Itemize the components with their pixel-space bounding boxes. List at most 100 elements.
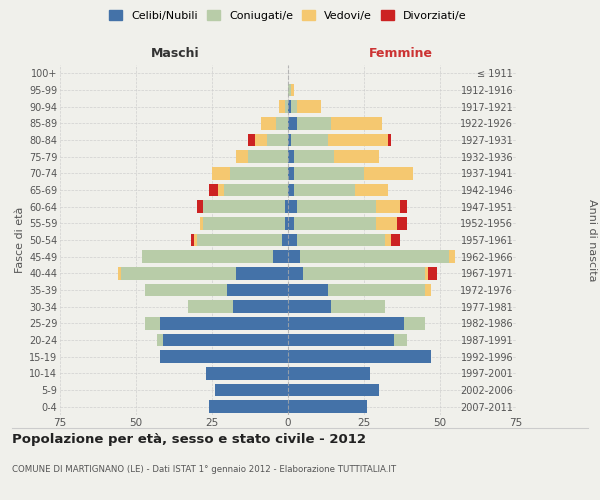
- Bar: [376, 217, 397, 230]
- Bar: [355, 184, 388, 196]
- Bar: [194, 234, 197, 246]
- Text: Popolazione per età, sesso e stato civile - 2012: Popolazione per età, sesso e stato civil…: [12, 432, 366, 446]
- Bar: [291, 84, 294, 96]
- Bar: [160, 317, 288, 330]
- Bar: [236, 150, 248, 163]
- Bar: [118, 267, 121, 280]
- Bar: [197, 200, 203, 213]
- Text: Maschi: Maschi: [151, 47, 200, 60]
- Bar: [288, 200, 297, 213]
- Bar: [227, 284, 288, 296]
- Bar: [294, 150, 334, 163]
- Bar: [428, 267, 437, 280]
- Bar: [248, 134, 254, 146]
- Bar: [197, 234, 282, 246]
- Bar: [328, 284, 425, 296]
- Bar: [288, 250, 300, 263]
- Bar: [224, 184, 288, 196]
- Bar: [297, 100, 322, 113]
- Bar: [288, 184, 294, 196]
- Bar: [297, 117, 331, 130]
- Bar: [404, 317, 425, 330]
- Bar: [285, 100, 288, 113]
- Text: COMUNE DI MARTIGNANO (LE) - Dati ISTAT 1° gennaio 2012 - Elaborazione TUTTITALIA: COMUNE DI MARTIGNANO (LE) - Dati ISTAT 1…: [12, 466, 396, 474]
- Text: Anni di nascita: Anni di nascita: [587, 198, 597, 281]
- Bar: [288, 117, 297, 130]
- Text: Femmine: Femmine: [368, 47, 433, 60]
- Bar: [425, 267, 428, 280]
- Bar: [282, 234, 288, 246]
- Bar: [288, 100, 291, 113]
- Legend: Celibi/Nubili, Coniugati/e, Vedovi/e, Divorziati/e: Celibi/Nubili, Coniugati/e, Vedovi/e, Di…: [107, 8, 469, 23]
- Bar: [285, 200, 288, 213]
- Bar: [303, 267, 425, 280]
- Bar: [163, 334, 288, 346]
- Bar: [279, 100, 285, 113]
- Bar: [294, 217, 376, 230]
- Bar: [328, 134, 388, 146]
- Bar: [209, 400, 288, 413]
- Bar: [288, 167, 294, 179]
- Bar: [297, 200, 376, 213]
- Bar: [288, 84, 291, 96]
- Bar: [248, 150, 288, 163]
- Bar: [260, 117, 276, 130]
- Bar: [121, 267, 236, 280]
- Bar: [288, 400, 367, 413]
- Bar: [331, 117, 382, 130]
- Bar: [397, 217, 407, 230]
- Bar: [288, 234, 297, 246]
- Bar: [273, 250, 288, 263]
- Bar: [376, 200, 400, 213]
- Bar: [145, 317, 160, 330]
- Bar: [285, 217, 288, 230]
- Bar: [388, 134, 391, 146]
- Bar: [215, 384, 288, 396]
- Bar: [288, 317, 404, 330]
- Bar: [230, 167, 288, 179]
- Bar: [425, 284, 431, 296]
- Bar: [200, 217, 203, 230]
- Bar: [385, 234, 391, 246]
- Bar: [276, 117, 288, 130]
- Bar: [203, 217, 285, 230]
- Bar: [288, 384, 379, 396]
- Bar: [288, 284, 328, 296]
- Bar: [236, 267, 288, 280]
- Bar: [288, 350, 431, 363]
- Bar: [254, 134, 267, 146]
- Bar: [288, 334, 394, 346]
- Bar: [233, 300, 288, 313]
- Bar: [288, 367, 370, 380]
- Bar: [203, 200, 285, 213]
- Bar: [206, 367, 288, 380]
- Bar: [291, 134, 328, 146]
- Bar: [288, 150, 294, 163]
- Bar: [218, 184, 224, 196]
- Bar: [334, 150, 379, 163]
- Bar: [191, 234, 194, 246]
- Bar: [267, 134, 288, 146]
- Bar: [394, 334, 407, 346]
- Bar: [145, 284, 227, 296]
- Bar: [212, 167, 230, 179]
- Bar: [294, 167, 364, 179]
- Bar: [157, 334, 163, 346]
- Bar: [288, 217, 294, 230]
- Y-axis label: Fasce di età: Fasce di età: [14, 207, 25, 273]
- Bar: [288, 134, 291, 146]
- Bar: [391, 234, 400, 246]
- Bar: [449, 250, 455, 263]
- Bar: [400, 200, 407, 213]
- Bar: [142, 250, 273, 263]
- Bar: [300, 250, 449, 263]
- Bar: [364, 167, 413, 179]
- Bar: [291, 100, 297, 113]
- Bar: [294, 184, 355, 196]
- Bar: [288, 300, 331, 313]
- Bar: [209, 184, 218, 196]
- Bar: [188, 300, 233, 313]
- Bar: [331, 300, 385, 313]
- Bar: [297, 234, 385, 246]
- Bar: [288, 267, 303, 280]
